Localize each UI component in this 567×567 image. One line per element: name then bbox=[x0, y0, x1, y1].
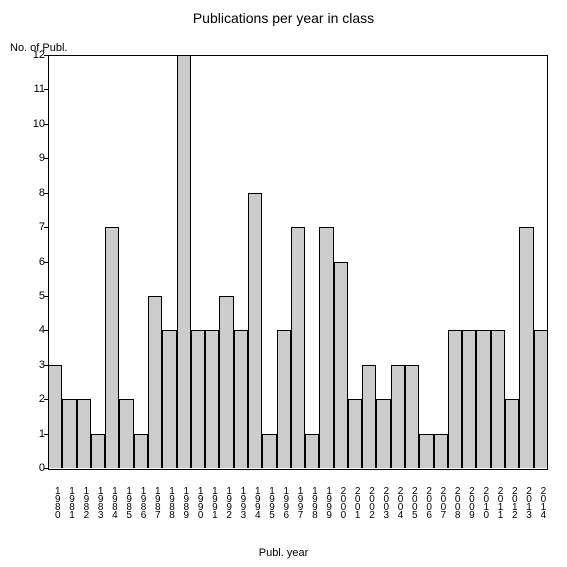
x-tick-label: 2006 bbox=[419, 474, 433, 530]
bar bbox=[434, 434, 448, 468]
bar bbox=[376, 399, 390, 468]
x-tick-label: 1985 bbox=[119, 474, 133, 530]
x-tick-label: 1986 bbox=[134, 474, 148, 530]
x-tick-label: 1992 bbox=[219, 474, 233, 530]
bar bbox=[405, 365, 419, 468]
bar bbox=[534, 330, 548, 468]
x-tick-label: 1987 bbox=[148, 474, 162, 530]
x-tick-label: 1995 bbox=[262, 474, 276, 530]
bar bbox=[248, 193, 262, 468]
publications-chart: Publications per year in class No. of Pu… bbox=[0, 0, 567, 567]
bar bbox=[448, 330, 462, 468]
bar bbox=[391, 365, 405, 468]
x-tick-label: 2002 bbox=[362, 474, 376, 530]
bar bbox=[219, 296, 233, 468]
bar bbox=[519, 227, 533, 468]
bar bbox=[77, 399, 91, 468]
bar bbox=[277, 330, 291, 468]
bar bbox=[148, 296, 162, 468]
x-tick-label: 1980 bbox=[48, 474, 62, 530]
x-tick-label: 1988 bbox=[162, 474, 176, 530]
x-tick-label: 1982 bbox=[77, 474, 91, 530]
bar bbox=[462, 330, 476, 468]
bar bbox=[119, 399, 133, 468]
x-tick-label: 1990 bbox=[191, 474, 205, 530]
x-tick-label: 2011 bbox=[491, 474, 505, 530]
x-tick-label: 2013 bbox=[519, 474, 533, 530]
x-tick-label: 1997 bbox=[291, 474, 305, 530]
bar bbox=[48, 365, 62, 468]
bar bbox=[291, 227, 305, 468]
x-tick-label: 1984 bbox=[105, 474, 119, 530]
bar bbox=[91, 434, 105, 468]
x-tick-label: 2009 bbox=[462, 474, 476, 530]
x-axis-label: Publ. year bbox=[0, 547, 567, 559]
x-tick-label: 2000 bbox=[334, 474, 348, 530]
x-tick-label: 1981 bbox=[62, 474, 76, 530]
bar bbox=[234, 330, 248, 468]
bars-container bbox=[48, 55, 548, 468]
x-tick-label: 2007 bbox=[434, 474, 448, 530]
bar bbox=[162, 330, 176, 468]
bar bbox=[134, 434, 148, 468]
bar bbox=[105, 227, 119, 468]
x-tick-label: 1983 bbox=[91, 474, 105, 530]
x-tick-label: 1996 bbox=[277, 474, 291, 530]
bar bbox=[262, 434, 276, 468]
x-tick-label: 2010 bbox=[476, 474, 490, 530]
x-tick-label: 2003 bbox=[376, 474, 390, 530]
bar bbox=[205, 330, 219, 468]
x-tick-label: 2012 bbox=[505, 474, 519, 530]
bar bbox=[491, 330, 505, 468]
x-tick-label: 2005 bbox=[405, 474, 419, 530]
x-tick-label: 1991 bbox=[205, 474, 219, 530]
x-tick-label: 1994 bbox=[248, 474, 262, 530]
chart-title: Publications per year in class bbox=[0, 10, 567, 26]
x-tick-label: 2014 bbox=[534, 474, 548, 530]
bar bbox=[362, 365, 376, 468]
bar bbox=[62, 399, 76, 468]
bar bbox=[505, 399, 519, 468]
bar bbox=[476, 330, 490, 468]
bar bbox=[319, 227, 333, 468]
bar bbox=[305, 434, 319, 468]
x-tick-label: 2001 bbox=[348, 474, 362, 530]
bar bbox=[191, 330, 205, 468]
x-tick-label: 1993 bbox=[234, 474, 248, 530]
bar bbox=[419, 434, 433, 468]
x-tick-label: 1998 bbox=[305, 474, 319, 530]
x-tick-label: 1999 bbox=[319, 474, 333, 530]
bar bbox=[177, 55, 191, 468]
x-tick-label: 2008 bbox=[448, 474, 462, 530]
x-tick-label: 2004 bbox=[391, 474, 405, 530]
bar bbox=[348, 399, 362, 468]
x-axis-labels: 1980198119821983198419851986198719881989… bbox=[48, 474, 548, 530]
bar bbox=[334, 262, 348, 469]
x-tick-label: 1989 bbox=[177, 474, 191, 530]
